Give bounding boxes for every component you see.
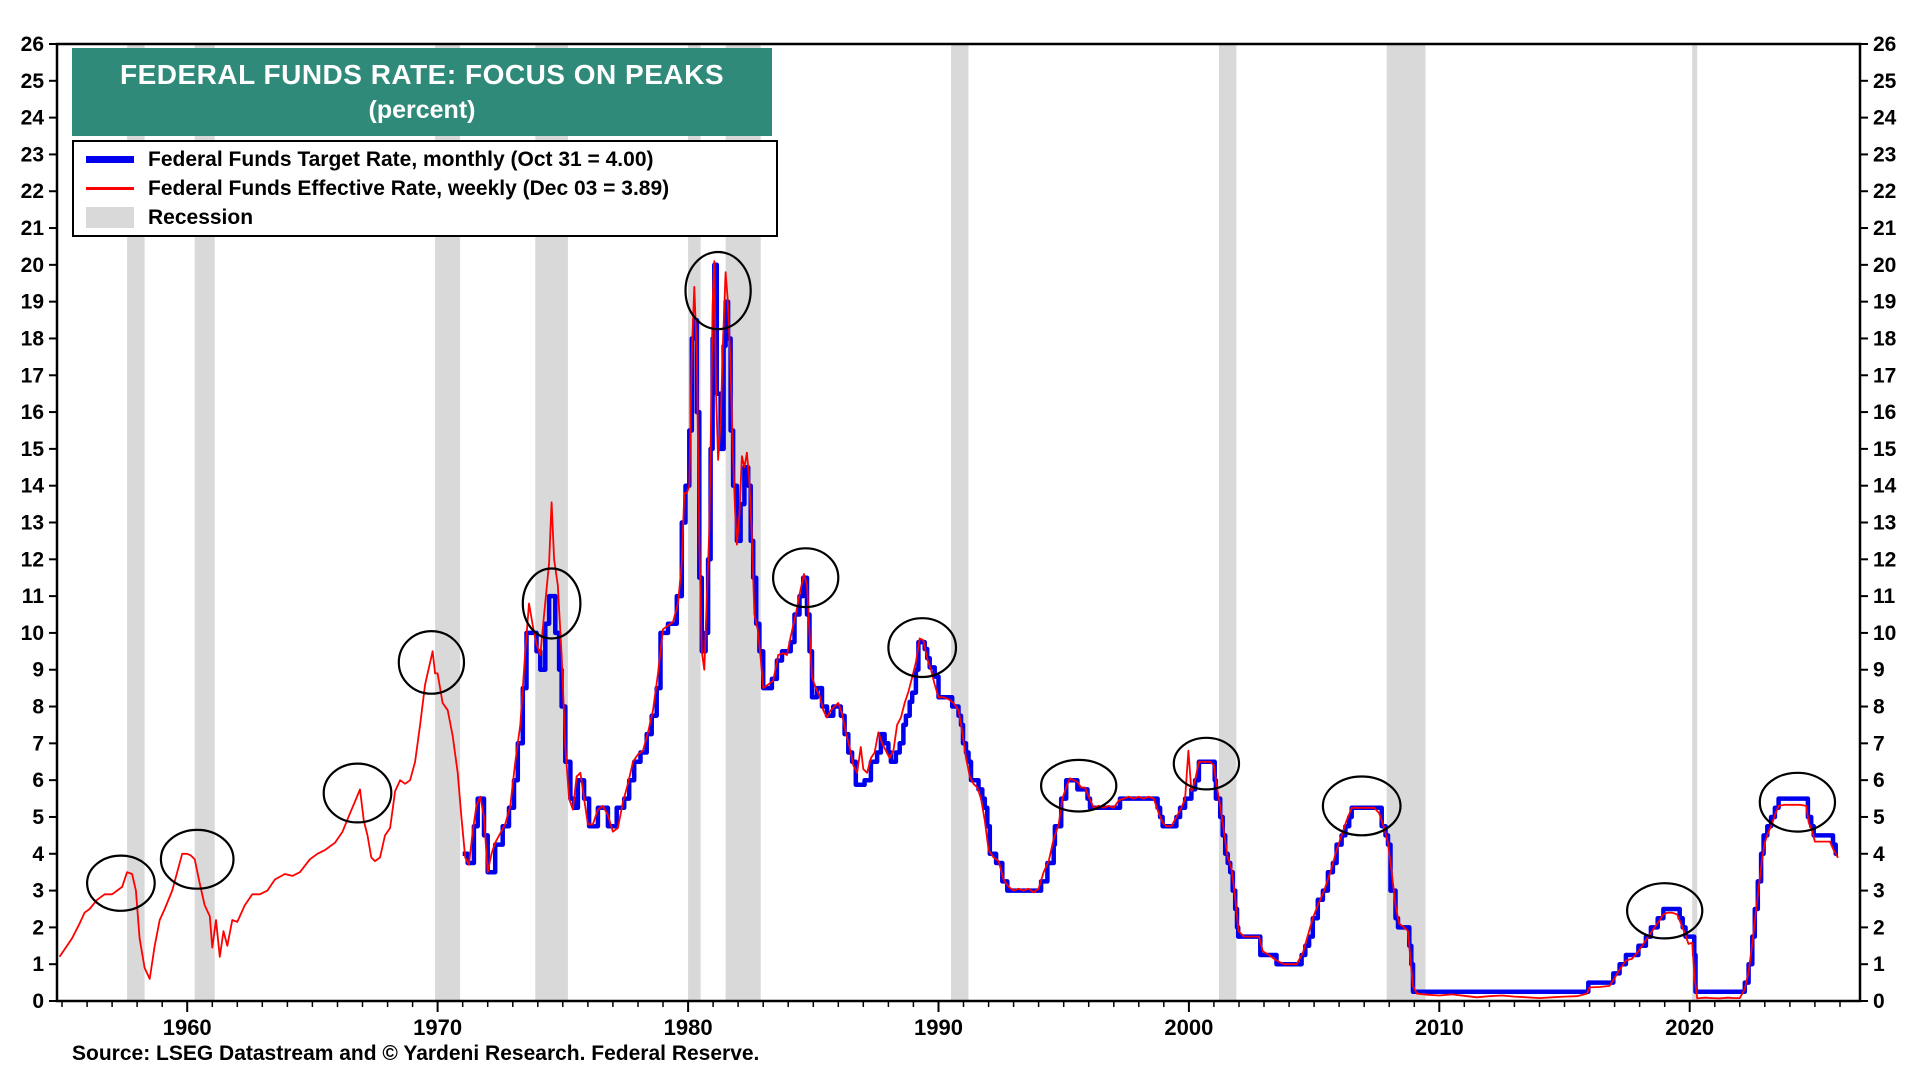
peak-circle-annotation [684, 250, 752, 331]
peak-circle-annotation [86, 854, 156, 912]
y-axis-label-right: 21 [1873, 217, 1897, 240]
legend-item-target-rate: Federal Funds Target Rate, monthly (Oct … [86, 146, 764, 173]
peak-circle-annotation [1758, 771, 1837, 833]
y-axis-label-left: 7 [32, 732, 44, 755]
y-axis-label-right: 1 [1873, 953, 1885, 976]
legend-label-effective-rate: Federal Funds Effective Rate, weekly (De… [148, 176, 670, 200]
y-axis-label-left: 19 [21, 291, 44, 314]
y-axis-label-right: 8 [1873, 696, 1885, 719]
source-note: Source: LSEG Datastream and © Yardeni Re… [72, 1042, 760, 1065]
y-axis-label-right: 23 [1873, 143, 1896, 166]
peak-circle-annotation [159, 828, 235, 890]
peak-circle-annotation [1321, 775, 1402, 837]
y-axis-label-left: 17 [21, 364, 44, 387]
y-axis-label-left: 24 [21, 107, 45, 130]
y-axis-label-left: 18 [21, 327, 45, 350]
y-axis-label-right: 14 [1873, 475, 1897, 498]
y-axis-label-right: 6 [1873, 769, 1885, 792]
y-axis-label-left: 4 [32, 843, 44, 866]
y-axis-label-left: 22 [21, 180, 44, 203]
target-rate-line-swatch [86, 156, 134, 163]
recession-band [127, 44, 145, 1001]
y-axis-label-left: 23 [21, 143, 44, 166]
y-axis-label-left: 0 [32, 990, 44, 1013]
peak-circle-annotation [397, 630, 466, 695]
target-rate-line [462, 262, 1838, 995]
y-axis-label-left: 5 [32, 806, 44, 829]
y-axis-label-right: 3 [1873, 880, 1885, 903]
recession-band [688, 44, 701, 1001]
y-axis-label-left: 1 [32, 953, 44, 976]
y-axis-label-right: 10 [1873, 622, 1896, 645]
y-axis-label-right: 4 [1873, 843, 1885, 866]
legend-label-target-rate: Federal Funds Target Rate, monthly (Oct … [148, 147, 654, 171]
y-axis-label-right: 26 [1873, 33, 1896, 56]
y-axis-label-left: 21 [21, 217, 45, 240]
recession-band [1692, 44, 1698, 1001]
y-axis-label-right: 12 [1873, 548, 1896, 571]
y-axis-label-left: 15 [21, 438, 45, 461]
chart-title-box: FEDERAL FUNDS RATE: FOCUS ON PEAKS (perc… [72, 48, 772, 136]
peak-circle-annotation [1625, 882, 1704, 940]
x-axis-label: 1960 [163, 1015, 212, 1040]
y-axis-label-left: 12 [21, 548, 44, 571]
peak-circle-annotation [772, 547, 840, 609]
y-axis-label-left: 6 [32, 769, 44, 792]
x-axis-label: 1980 [664, 1015, 713, 1040]
y-axis-label-right: 17 [1873, 364, 1896, 387]
y-axis-label-left: 13 [21, 512, 44, 535]
recession-band [951, 44, 969, 1001]
y-axis-label-right: 13 [1873, 512, 1896, 535]
y-axis-label-left: 16 [21, 401, 44, 424]
peak-circle-annotation [1172, 736, 1241, 791]
y-axis-label-right: 2 [1873, 916, 1885, 939]
y-axis-label-right: 9 [1873, 659, 1885, 682]
recession-patch-swatch [86, 207, 134, 228]
peak-circle-annotation [521, 567, 582, 640]
y-axis-label-right: 18 [1873, 327, 1897, 350]
peak-circle-annotation [1039, 758, 1118, 813]
recession-band [1386, 44, 1426, 1001]
x-axis-label: 2010 [1415, 1015, 1464, 1040]
y-axis-label-right: 7 [1873, 732, 1885, 755]
legend-label-recession: Recession [148, 205, 254, 229]
y-axis-label-left: 26 [21, 33, 44, 56]
x-axis-label: 2000 [1164, 1015, 1213, 1040]
x-axis-label: 1990 [914, 1015, 963, 1040]
y-axis-label-left: 9 [32, 659, 44, 682]
recession-band [194, 44, 215, 1001]
y-axis-label-left: 3 [32, 880, 44, 903]
y-axis-label-left: 14 [21, 475, 45, 498]
legend-item-recession: Recession [86, 204, 764, 231]
y-axis-label-left: 25 [21, 70, 45, 93]
x-axis-label: 1970 [413, 1015, 462, 1040]
y-axis-label-right: 19 [1873, 291, 1896, 314]
chart-legend: Federal Funds Target Rate, monthly (Oct … [72, 140, 778, 237]
y-axis-label-right: 11 [1873, 585, 1896, 608]
peak-circle-annotation [887, 617, 958, 679]
y-axis-label-left: 20 [21, 254, 44, 277]
chart-title: FEDERAL FUNDS RATE: FOCUS ON PEAKS [120, 59, 724, 90]
y-axis-label-right: 25 [1873, 70, 1897, 93]
x-axis-label: 2020 [1665, 1015, 1714, 1040]
effective-rate-line [58, 260, 1839, 1000]
peak-circle-annotation [322, 762, 393, 824]
y-axis-label-right: 15 [1873, 438, 1897, 461]
y-axis-label-left: 10 [21, 622, 44, 645]
y-axis-label-right: 5 [1873, 806, 1885, 829]
y-axis-label-right: 16 [1873, 401, 1896, 424]
effective-rate-line-swatch [86, 187, 134, 190]
recession-band [1218, 44, 1237, 1001]
y-axis-label-left: 11 [22, 585, 45, 608]
y-axis-label-left: 2 [32, 916, 44, 939]
y-axis-label-right: 22 [1873, 180, 1896, 203]
y-axis-label-left: 8 [32, 696, 44, 719]
y-axis-label-right: 0 [1873, 990, 1885, 1013]
legend-item-effective-rate: Federal Funds Effective Rate, weekly (De… [86, 175, 764, 202]
y-axis-label-right: 24 [1873, 107, 1897, 130]
y-axis-label-right: 20 [1873, 254, 1896, 277]
chart-subtitle: (percent) [368, 96, 476, 124]
